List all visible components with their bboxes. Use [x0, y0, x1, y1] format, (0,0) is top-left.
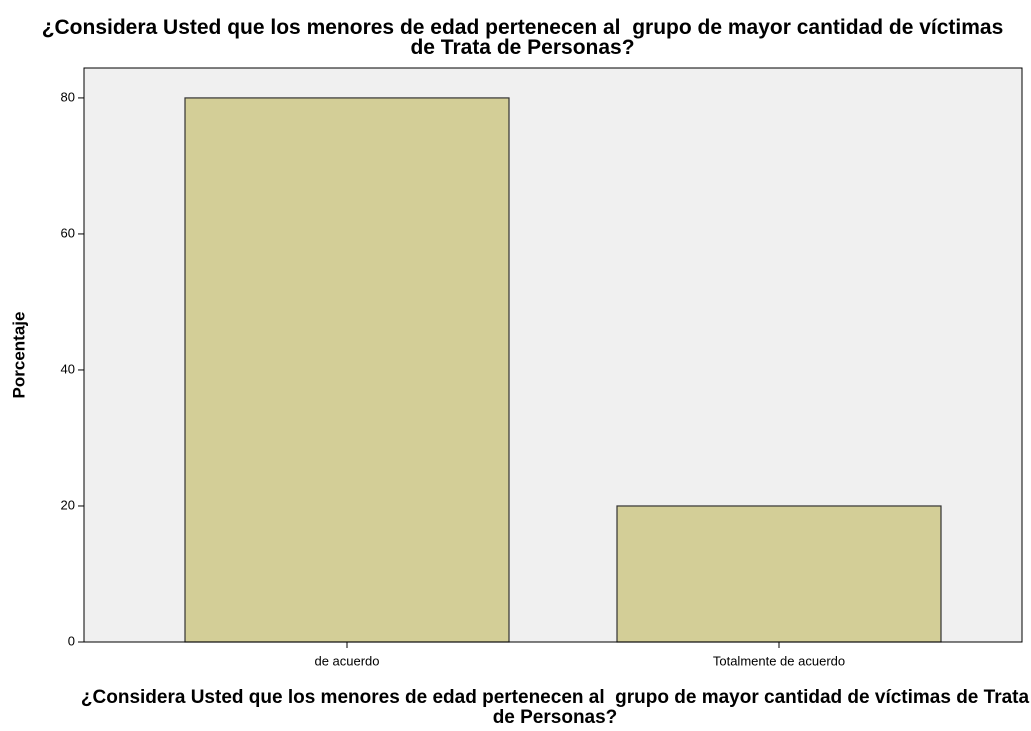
y-tick-label: 60 — [61, 225, 75, 240]
y-tick-label: 40 — [61, 361, 75, 376]
y-axis-label: Porcentaje — [9, 312, 28, 399]
y-tick-label: 20 — [61, 497, 75, 512]
x-axis-label: ¿Considera Usted que los menores de edad… — [80, 687, 1030, 728]
x-tick-label: Totalmente de acuerdo — [713, 653, 845, 668]
y-tick-label: 80 — [61, 89, 75, 104]
bar — [184, 97, 510, 643]
y-tick-label: 0 — [68, 633, 75, 648]
chart-title: ¿Considera Usted que los menores de edad… — [41, 16, 1010, 59]
bar — [616, 505, 942, 643]
x-tick-label: de acuerdo — [314, 653, 379, 668]
